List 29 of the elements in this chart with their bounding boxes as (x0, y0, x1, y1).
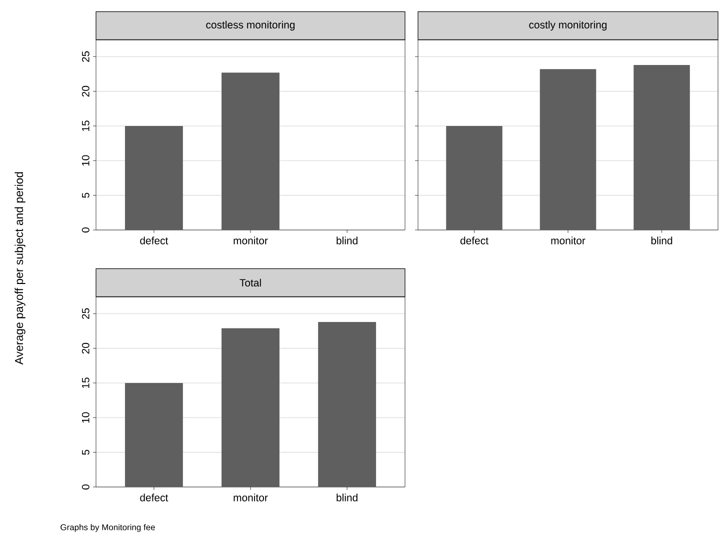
x-tick-label: monitor (551, 236, 586, 244)
x-tick-label: monitor (234, 494, 268, 502)
y-tick-label: 25 (82, 51, 90, 62)
bar (222, 328, 280, 487)
y-axis-title: Average payoff per subject and period (14, 172, 26, 365)
x-tick-label: blind (336, 494, 358, 502)
y-tick-label: 10 (82, 155, 90, 166)
y-tick-label: 5 (82, 192, 90, 198)
text: Graphs by Monitoring fee (60, 524, 155, 532)
x-tick-label: defect (140, 494, 168, 502)
y-tick-label: 20 (82, 86, 90, 97)
y-tick-label: 10 (82, 412, 90, 423)
x-tick-label: blind (336, 236, 358, 244)
bar (124, 382, 183, 487)
x-tick-label: blind (651, 236, 672, 244)
y-tick-label: 0 (82, 484, 90, 490)
y-tick-label: 25 (82, 308, 90, 319)
y-tick-label: 15 (82, 378, 90, 388)
y-tick-label: 5 (82, 450, 90, 455)
bar (318, 322, 376, 487)
y-tick-label: 0 (82, 227, 90, 232)
chart-title: costless monitoring (206, 20, 295, 31)
chart-title: costly monitoring (529, 20, 607, 31)
y-tick-label: 15 (82, 120, 90, 131)
x-tick-label: defect (140, 236, 168, 244)
chart-title: Total (240, 278, 261, 287)
x-tick-label: defect (460, 236, 488, 244)
x-tick-label: monitor (234, 236, 268, 244)
y-tick-label: 20 (82, 342, 90, 354)
